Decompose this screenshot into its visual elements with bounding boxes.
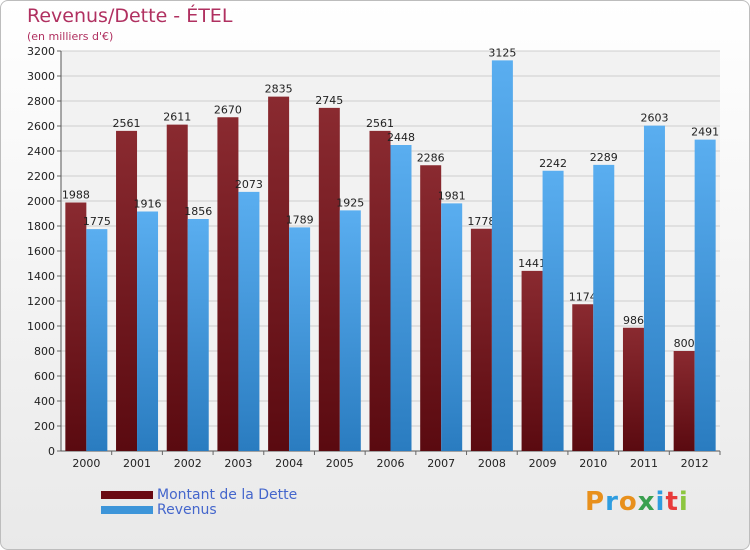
x-tick-label: 2007 <box>427 457 455 470</box>
legend-item-debt: Montant de la Dette <box>101 486 298 503</box>
data-label-debt: 986 <box>623 314 644 327</box>
bar-revenue <box>86 229 108 451</box>
bar-revenue <box>187 219 209 451</box>
brand-logo: Proxiti <box>585 487 689 517</box>
bar-revenue <box>441 203 463 451</box>
data-label-revenue: 1789 <box>286 213 314 226</box>
data-label-revenue: 2289 <box>590 151 618 164</box>
data-label-debt: 2835 <box>265 83 293 96</box>
bar-revenue <box>339 210 361 451</box>
y-tick-label: 2800 <box>27 95 55 108</box>
x-tick-label: 2012 <box>681 457 709 470</box>
bar-revenue <box>390 145 412 451</box>
bar-debt <box>572 304 594 451</box>
y-tick-label: 3200 <box>27 45 55 58</box>
y-tick-label: 2000 <box>27 195 55 208</box>
y-tick-label: 2600 <box>27 120 55 133</box>
bar-debt <box>166 124 188 451</box>
bar-revenue <box>491 60 513 451</box>
bar-debt <box>318 107 340 451</box>
legend-swatch-debt <box>101 490 153 499</box>
data-label-revenue: 2491 <box>691 126 719 139</box>
chart-subtitle: (en milliers d'€) <box>27 30 114 43</box>
data-label-revenue: 2603 <box>640 112 668 125</box>
bar-debt <box>65 202 87 451</box>
legend: Montant de la Dette Revenus <box>101 486 298 518</box>
legend-label-debt: Montant de la Dette <box>157 486 298 503</box>
bar-revenue <box>137 211 159 451</box>
data-label-debt: 2561 <box>113 117 141 130</box>
x-tick-label: 2005 <box>326 457 354 470</box>
y-tick-label: 1000 <box>27 320 55 333</box>
bar-debt <box>420 165 442 451</box>
y-tick-label: 200 <box>34 420 55 433</box>
y-tick-label: 1400 <box>27 270 55 283</box>
x-tick-label: 2003 <box>224 457 252 470</box>
x-tick-label: 2004 <box>275 457 303 470</box>
legend-label-revenue: Revenus <box>157 501 217 518</box>
y-tick-label: 2200 <box>27 170 55 183</box>
x-tick-label: 2010 <box>579 457 607 470</box>
y-tick-label: 1200 <box>27 295 55 308</box>
data-label-revenue: 2242 <box>539 157 567 170</box>
y-tick-label: 1800 <box>27 220 55 233</box>
bar-debt <box>217 117 239 451</box>
bar-debt <box>369 130 391 451</box>
x-tick-label: 2011 <box>630 457 658 470</box>
x-tick-label: 2009 <box>529 457 557 470</box>
data-label-revenue: 1916 <box>134 198 162 211</box>
data-label-debt: 1778 <box>467 215 495 228</box>
data-label-revenue: 2448 <box>387 131 415 144</box>
legend-item-revenue: Revenus <box>101 501 297 518</box>
y-tick-label: 600 <box>34 370 55 383</box>
y-tick-label: 800 <box>34 345 55 358</box>
bar-revenue <box>643 125 665 451</box>
x-tick-label: 2002 <box>174 457 202 470</box>
data-label-debt: 2745 <box>315 94 343 107</box>
data-label-revenue: 2073 <box>235 178 263 191</box>
data-label-debt: 2286 <box>417 151 445 164</box>
y-tick-label: 0 <box>48 445 55 458</box>
data-label-revenue: 3125 <box>488 46 516 59</box>
bar-revenue <box>542 170 564 451</box>
x-tick-label: 2008 <box>478 457 506 470</box>
data-label-debt: 1174 <box>569 290 597 303</box>
x-tick-label: 2001 <box>123 457 151 470</box>
data-label-revenue: 1925 <box>336 196 364 209</box>
data-label-revenue: 1856 <box>184 205 212 218</box>
data-label-revenue: 1775 <box>83 215 111 228</box>
y-tick-label: 1600 <box>27 245 55 258</box>
chart-title: Revenus/Dette - ÉTEL <box>27 5 233 27</box>
data-label-debt: 2670 <box>214 103 242 116</box>
y-tick-label: 2400 <box>27 145 55 158</box>
bar-revenue <box>593 164 615 451</box>
bar-debt <box>268 96 290 451</box>
bar-revenue <box>289 227 311 451</box>
bar-debt <box>116 130 138 451</box>
y-tick-label: 400 <box>34 395 55 408</box>
data-label-debt: 1441 <box>518 257 546 270</box>
y-tick-label: 3000 <box>27 70 55 83</box>
bar-debt <box>521 270 543 451</box>
bar-revenue <box>238 191 260 451</box>
data-label-revenue: 1981 <box>438 189 466 202</box>
x-tick-label: 2000 <box>72 457 100 470</box>
data-label-debt: 2561 <box>366 117 394 130</box>
bar-debt <box>622 327 644 451</box>
data-label-debt: 1988 <box>62 189 90 202</box>
data-label-debt: 800 <box>674 337 695 350</box>
bar-debt <box>470 228 492 451</box>
bar-debt <box>673 351 695 451</box>
legend-swatch-revenue <box>101 505 153 514</box>
data-label-debt: 2611 <box>163 111 191 124</box>
bar-revenue <box>694 139 716 451</box>
x-tick-label: 2006 <box>377 457 405 470</box>
